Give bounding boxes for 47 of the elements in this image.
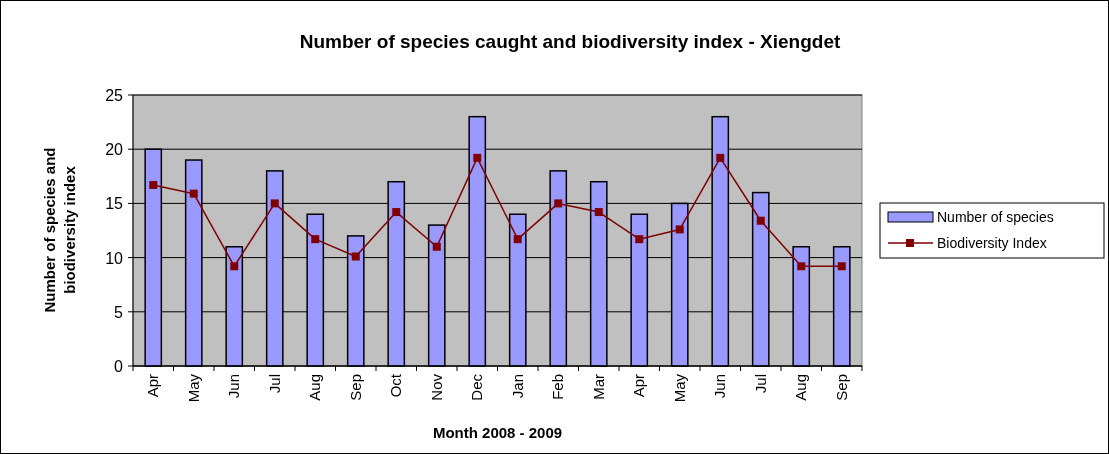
x-tick-label: May (670, 373, 688, 403)
x-tick-label: Oct (387, 373, 405, 398)
point (594, 208, 603, 217)
point (270, 199, 279, 208)
y-tick-label: 15 (105, 195, 124, 213)
x-tick-label: Nov (427, 373, 445, 401)
x-tick-label: Jun (711, 374, 729, 399)
x-tick-label: May (184, 373, 202, 403)
legend-label: Number of species (937, 209, 1054, 225)
x-tick-label: Jul (751, 374, 769, 394)
y-tick-label: 20 (105, 141, 124, 159)
x-tick-label: Apr (144, 374, 162, 398)
point (513, 235, 522, 244)
point (635, 235, 644, 244)
point (756, 216, 765, 225)
x-tick-label: Aug (792, 374, 810, 401)
point (392, 208, 401, 217)
point (797, 262, 806, 271)
point (837, 262, 846, 271)
point (675, 225, 684, 234)
point (311, 235, 320, 244)
point (473, 153, 482, 162)
point (351, 252, 360, 261)
chart-title: Number of species caught and biodiversity index - Xiengdet (299, 31, 841, 52)
x-tick-label: Dec (468, 373, 486, 401)
point (554, 199, 563, 208)
y-tick-label: 25 (105, 87, 124, 104)
x-axis-title: Month 2008 - 2009 (432, 424, 563, 441)
y-tick-label: 5 (114, 303, 124, 321)
x-tick-label: Jan (508, 374, 526, 399)
x-tick-label: Feb (549, 374, 567, 400)
y-axis-title: Number of species and biodiversity index (40, 146, 79, 315)
point (149, 180, 158, 189)
x-tick-label: Sep (346, 374, 364, 401)
x-tick-label: Apr (630, 374, 648, 398)
point (230, 262, 239, 271)
x-tick-label: Jun (225, 374, 243, 399)
x-tick-label: Mar (589, 374, 607, 400)
x-tick-label: Sep (832, 374, 850, 401)
point (189, 189, 198, 198)
point (432, 242, 441, 251)
x-tick-label: Jul (265, 374, 283, 394)
y-tick-label: 0 (114, 358, 124, 375)
y-tick-label: 10 (105, 249, 124, 267)
x-tick-label: Aug (306, 374, 324, 401)
legend-label: Biodiversity Index (937, 235, 1047, 251)
point (716, 153, 725, 162)
